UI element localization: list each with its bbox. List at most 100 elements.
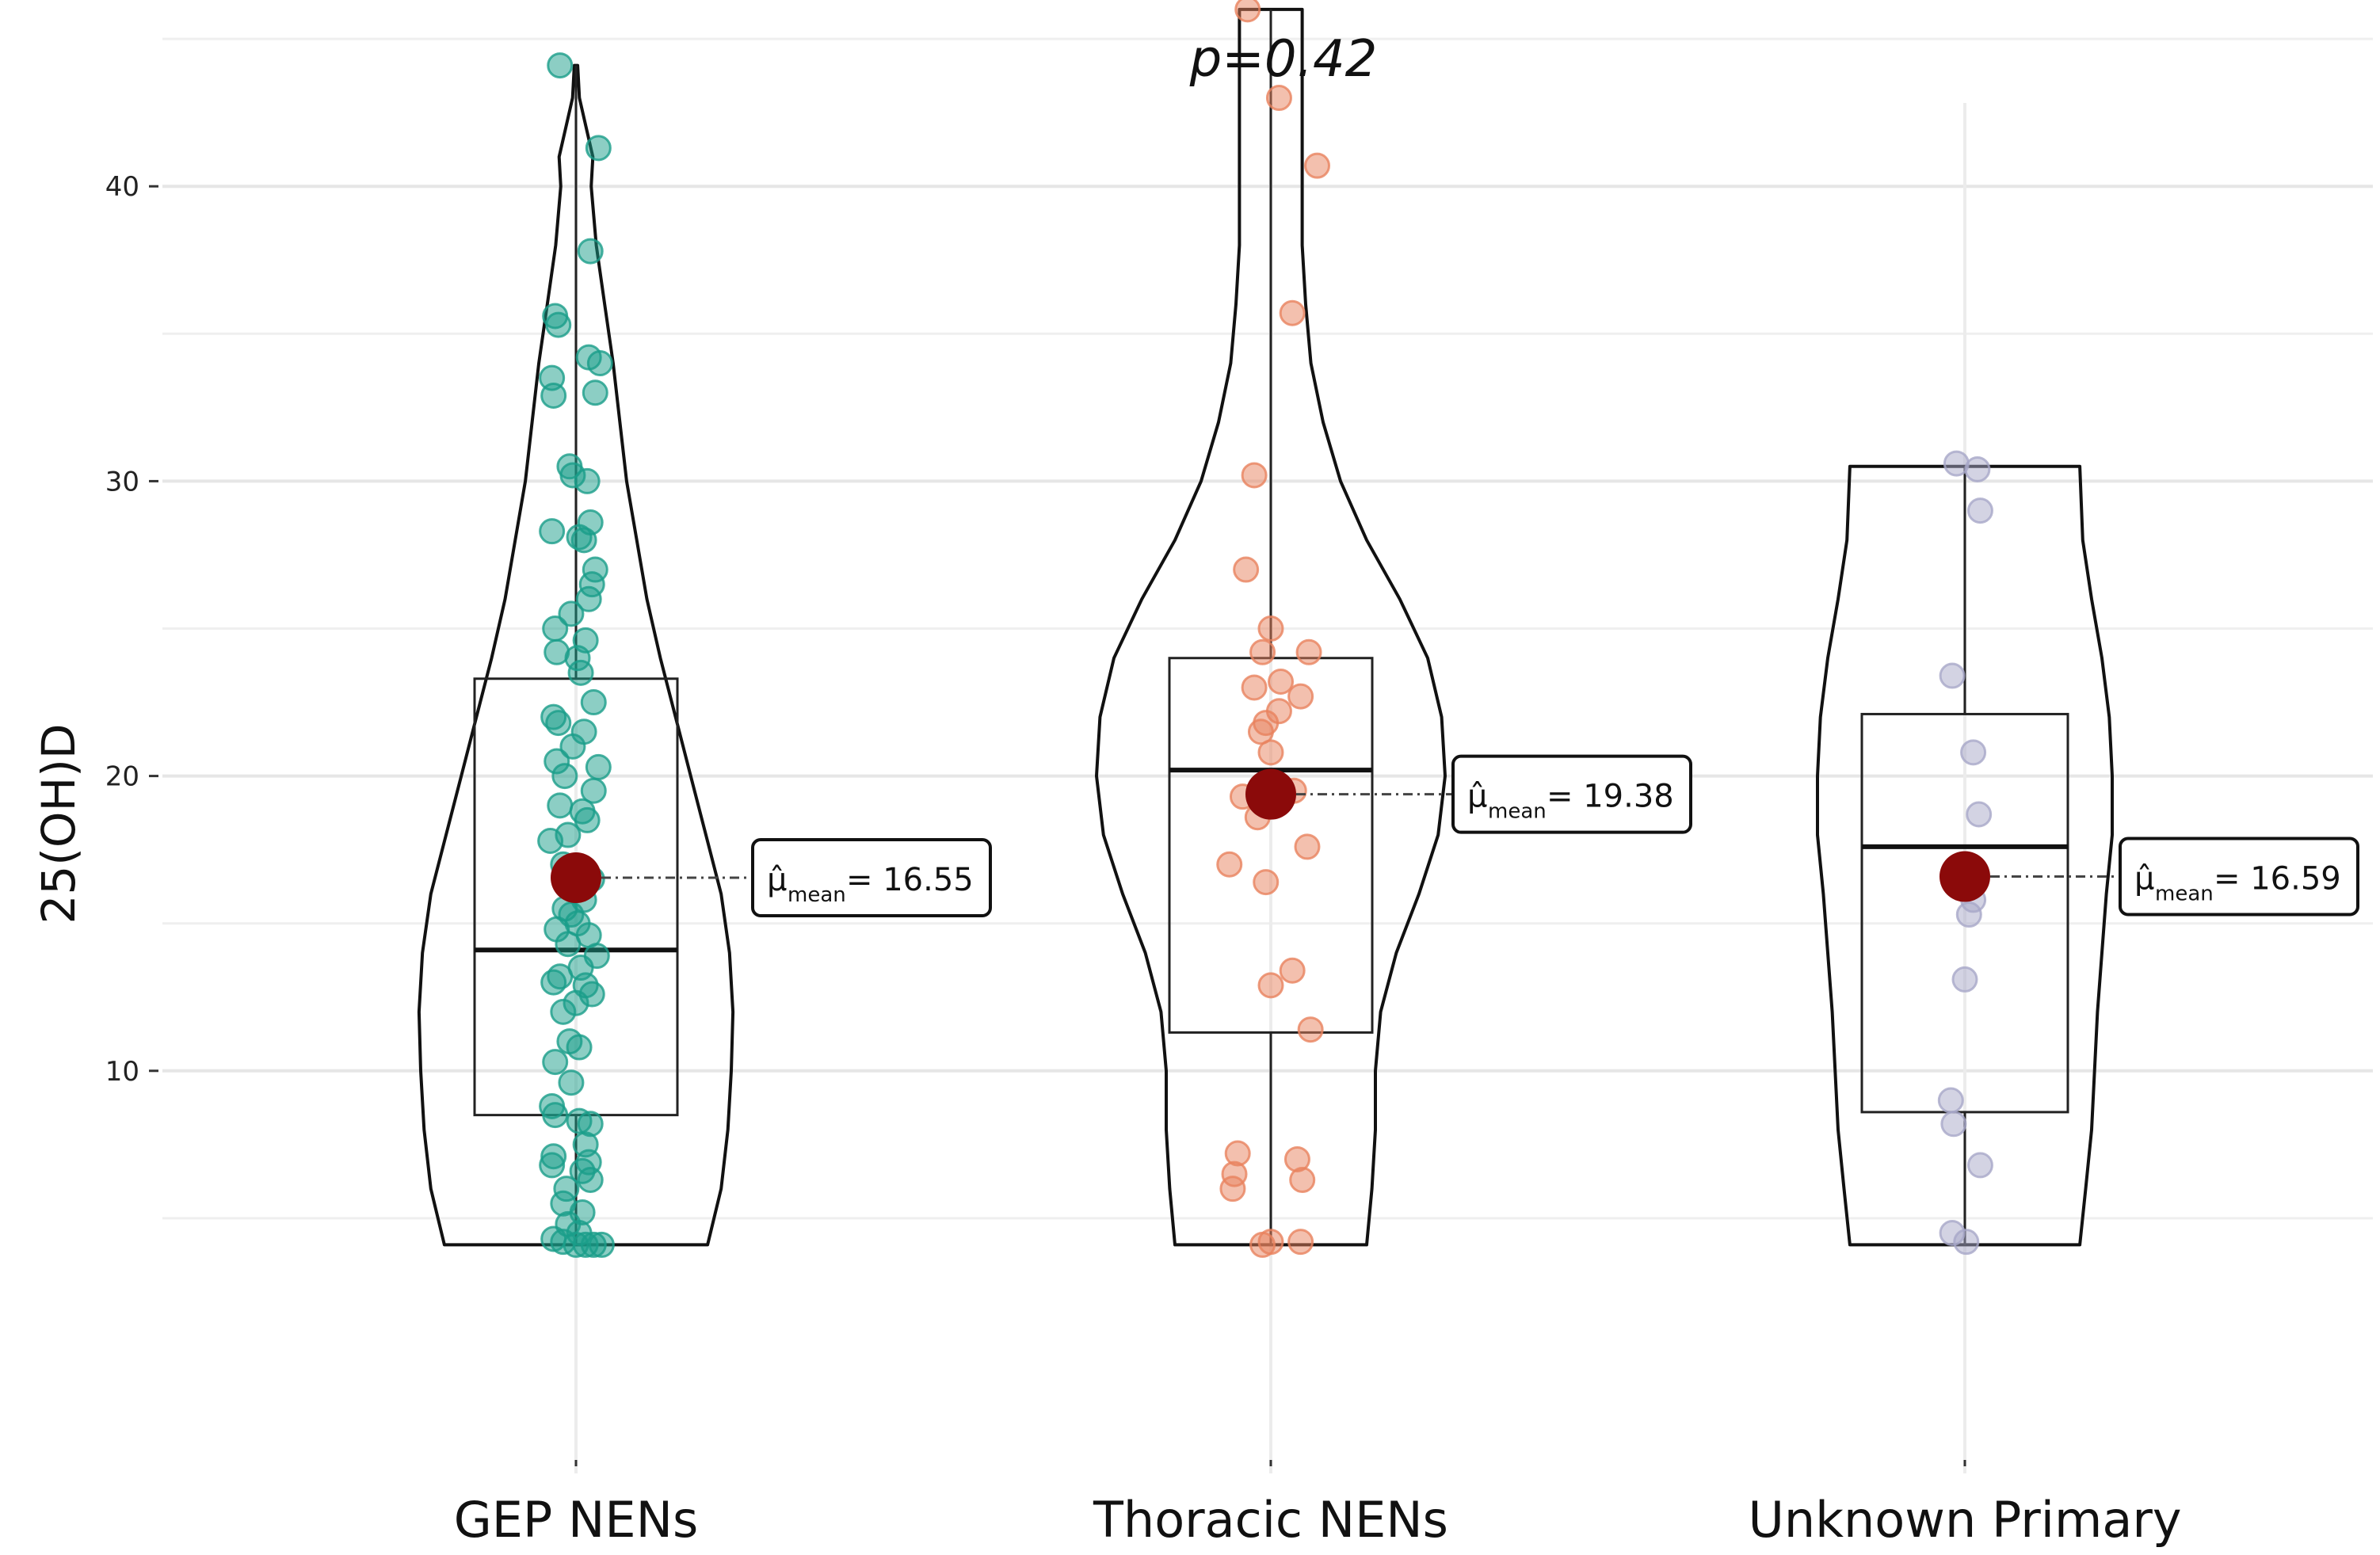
data-point: [566, 1034, 593, 1061]
data-point: [1960, 739, 1987, 766]
data-point: [542, 1049, 569, 1076]
data-point: [550, 998, 577, 1025]
mean-label-subscript: mean: [1488, 800, 1547, 824]
data-point: [574, 467, 601, 494]
data-point: [1241, 462, 1268, 489]
data-point: [1279, 299, 1306, 326]
data-point: [547, 792, 574, 819]
data-point: [545, 311, 572, 338]
chart-title: p=0.42: [1189, 30, 1378, 89]
violin-outline: [1816, 464, 2114, 1247]
mean-label-mu: μ̂: [767, 862, 787, 898]
data-point: [540, 969, 567, 996]
category-label: Unknown Primary: [1748, 1491, 2181, 1549]
data-point: [1953, 1229, 1980, 1256]
data-point: [1233, 556, 1260, 583]
data-point: [585, 753, 612, 780]
data-point: [1268, 668, 1295, 695]
data-point: [1287, 1229, 1314, 1256]
data-point: [1966, 801, 1993, 828]
data-point: [580, 777, 607, 804]
data-point: [1939, 662, 1966, 689]
data-point: [1257, 739, 1284, 766]
category-label: Thoracic NENs: [1093, 1491, 1448, 1549]
data-point: [1249, 1231, 1276, 1258]
data-point: [1279, 957, 1306, 984]
data-point: [1216, 851, 1243, 878]
y-tick-label: 10: [105, 1056, 139, 1088]
violin-group: [1816, 450, 2114, 1256]
data-point: [1964, 456, 1991, 483]
mean-label-box: [751, 838, 992, 918]
data-point: [1257, 972, 1284, 999]
mean-label-value: = 16.55: [846, 862, 974, 898]
data-point: [545, 710, 572, 737]
mean-label-subscript: mean: [788, 883, 846, 907]
data-point: [1287, 683, 1314, 710]
data-point: [588, 1231, 615, 1258]
y-axis: 10 20 30 40: [105, 171, 158, 1088]
data-point: [580, 689, 607, 716]
mean-label-mu: μ̂: [2134, 861, 2154, 898]
violin-group: [417, 52, 735, 1258]
data-point: [1966, 497, 1993, 524]
data-point: [1951, 966, 1978, 993]
data-point: [558, 1069, 585, 1096]
data-point: [582, 379, 608, 406]
data-point: [540, 382, 567, 409]
y-tick-label: 30: [105, 466, 139, 497]
data-point: [1241, 674, 1268, 701]
data-point: [559, 733, 586, 760]
y-axis-label: 25(OH)D: [32, 724, 86, 924]
data-point: [586, 350, 613, 377]
data-point: [570, 527, 597, 554]
mean-label-subscript: mean: [2155, 882, 2214, 906]
y-tick-label: 40: [105, 171, 139, 203]
data-point: [539, 518, 566, 545]
mean-label-value: = 19.38: [1547, 779, 1674, 815]
data-point: [1294, 833, 1321, 860]
data-point: [1297, 1016, 1324, 1043]
data-point: [558, 600, 585, 627]
data-point: [1249, 638, 1276, 665]
data-point: [1234, 0, 1261, 23]
mean-label-box: [2119, 837, 2359, 917]
data-point: [567, 659, 594, 686]
data-point: [577, 238, 604, 265]
data-point: [577, 1167, 604, 1194]
mean-marker: [1939, 851, 1990, 902]
data-point: [547, 52, 574, 79]
data-point: [1955, 901, 1982, 928]
data-point: [1940, 1111, 1967, 1138]
mean-label-mu: μ̂: [1467, 779, 1487, 815]
data-point: [551, 763, 578, 790]
mean-marker: [1245, 768, 1296, 820]
data-point: [1304, 152, 1331, 179]
data-point: [1247, 718, 1274, 745]
mean-marker: [551, 852, 601, 904]
data-point: [1219, 1176, 1246, 1202]
data-point: [1253, 869, 1280, 896]
data-point: [1295, 638, 1322, 665]
data-point: [542, 616, 569, 642]
violin-outline: [417, 63, 735, 1247]
data-point: [575, 585, 602, 612]
box: [1860, 712, 2069, 1114]
mean-label-box: [1451, 754, 1692, 834]
data-point: [537, 827, 564, 854]
data-point: [539, 1152, 566, 1179]
data-point: [1937, 1087, 1964, 1114]
violin-layer: [417, 0, 2114, 1258]
mean-label-value: = 16.59: [2214, 861, 2341, 898]
data-point: [1289, 1167, 1316, 1194]
y-tick-label: 20: [105, 761, 139, 793]
data-point: [1265, 85, 1292, 112]
data-point: [1966, 1152, 1993, 1179]
data-point: [1257, 616, 1284, 642]
data-point: [574, 806, 601, 833]
data-point: [555, 931, 582, 958]
category-label: GEP NENs: [454, 1491, 699, 1549]
data-point: [585, 135, 612, 162]
